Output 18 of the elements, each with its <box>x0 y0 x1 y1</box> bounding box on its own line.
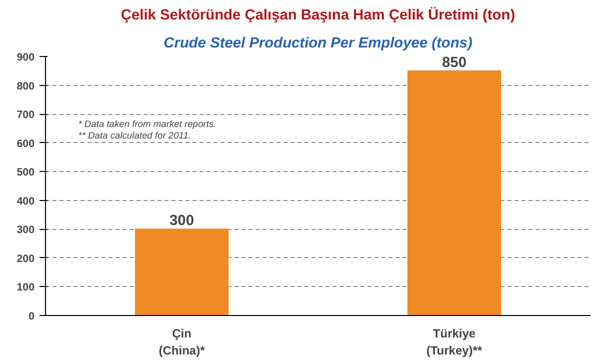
annotation: ** Data calculated for 2011. <box>78 130 192 141</box>
y-tick-label: 200 <box>16 252 35 265</box>
x-tick-label: Türkiye (Turkey)** <box>426 326 482 358</box>
chart-title: Çelik Sektöründe Çalışan Başına Ham Çelik Üretimi (ton) <box>120 6 516 24</box>
y-tick-label: 600 <box>16 138 35 150</box>
y-tick-label: 0 <box>28 310 35 322</box>
annotation: * Data taken from market reports. <box>78 119 216 130</box>
x-tick-label: Çin (China)* <box>158 326 206 358</box>
y-tick-label: 800 <box>16 80 35 92</box>
y-tick-label: 300 <box>16 224 35 236</box>
chart-subtitle: Crude Steel Production Per Employee (tons) <box>164 36 472 52</box>
y-tick-label: 900 <box>16 52 35 64</box>
y-tick-label: 500 <box>16 166 35 179</box>
y-tick-label: 400 <box>16 195 35 208</box>
data-label: 850 <box>442 54 466 71</box>
data-label: 300 <box>170 213 194 230</box>
y-tick-label: 700 <box>16 109 35 122</box>
y-tick-label: 100 <box>16 282 35 294</box>
